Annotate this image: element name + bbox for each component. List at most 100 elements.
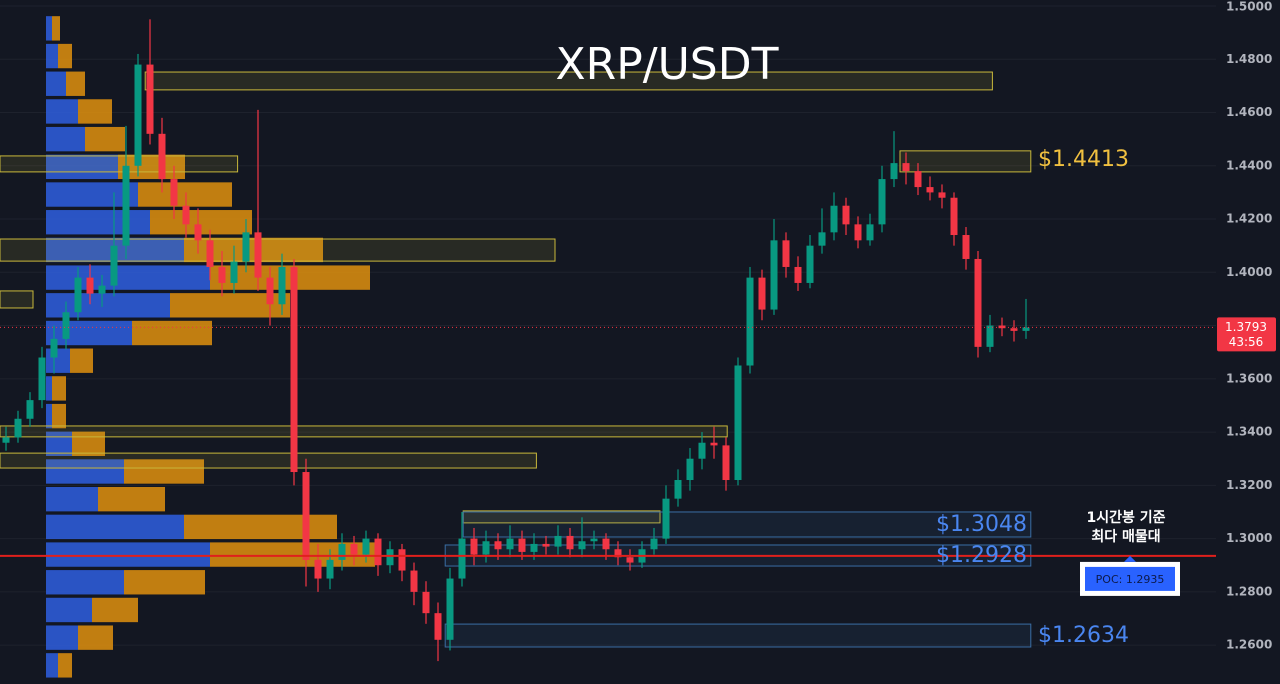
y-tick-label: 1.4600 [1226, 105, 1272, 119]
profile-buy [46, 126, 85, 152]
candle-body [818, 232, 826, 246]
profile-sell [85, 126, 125, 152]
y-tick-label: 1.3000 [1226, 531, 1272, 545]
profile-buy [46, 376, 52, 401]
profile-sell [210, 542, 375, 567]
zone [0, 238, 556, 262]
candle-body [758, 277, 766, 310]
candle-body [806, 245, 814, 283]
profile-sell [70, 348, 93, 373]
poc-box [1085, 566, 1175, 591]
candle-body [266, 277, 274, 305]
candle-body [398, 549, 406, 571]
y-tick-label: 1.2800 [1226, 584, 1272, 598]
candle-body [854, 224, 862, 241]
y-tick-label: 1.4400 [1226, 158, 1272, 172]
candle-body [434, 613, 442, 640]
profile-buy [46, 71, 66, 96]
zone [0, 452, 537, 469]
candle-body [278, 266, 286, 305]
candle-body [926, 187, 934, 193]
candle-body [890, 163, 898, 180]
profile-buy [46, 348, 70, 373]
candle-body [746, 277, 754, 366]
profile-buy [46, 16, 52, 41]
y-tick-label: 1.3400 [1226, 425, 1272, 439]
candle-body [98, 285, 106, 294]
profile-buy [46, 210, 150, 235]
candle-body [458, 538, 466, 579]
candle-body [38, 357, 46, 401]
poc-pointer [1124, 555, 1136, 562]
profile-sell [124, 459, 204, 484]
profile-buy [46, 403, 52, 429]
candle-body [338, 543, 346, 560]
y-tick-label: 1.3200 [1226, 478, 1272, 492]
profile-sell [58, 43, 72, 69]
candle-body [86, 277, 94, 294]
profile-sell [66, 71, 85, 96]
candle-body [446, 578, 454, 640]
profile-sell [184, 514, 337, 540]
candle-body [590, 538, 598, 542]
candle-body [542, 543, 550, 547]
candle-body [62, 312, 70, 339]
profile-buy [46, 570, 124, 595]
profile-sell [98, 486, 165, 512]
profile-buy [46, 320, 132, 346]
candle-body [254, 232, 262, 278]
zone [444, 623, 1032, 648]
candle-body [146, 64, 154, 134]
candle-body [986, 325, 994, 347]
profile-sell [124, 570, 205, 595]
candle-body [734, 365, 742, 481]
candle-body [602, 538, 610, 550]
zone [0, 425, 728, 438]
profile-sell [58, 653, 72, 678]
y-tick-label: 1.5000 [1226, 0, 1272, 14]
y-tick-label: 1.4200 [1226, 212, 1272, 226]
candle-body [794, 266, 802, 283]
candle-body [962, 235, 970, 259]
profile-sell [52, 16, 60, 41]
price-label: $1.2928 [936, 543, 1027, 568]
profile-buy [46, 265, 210, 290]
candle-body [2, 437, 10, 443]
zone [899, 150, 1032, 173]
current-price: 1.3793 [1225, 320, 1267, 334]
zone [0, 290, 34, 309]
candle-body [662, 498, 670, 539]
profile-buy [46, 486, 98, 512]
zone [144, 71, 993, 91]
candle-body [650, 538, 658, 550]
candle-body [782, 240, 790, 267]
candle-body [902, 163, 910, 172]
price-label: $1.3048 [936, 512, 1027, 537]
candle-body [182, 205, 190, 225]
candle-body [1010, 328, 1018, 331]
profile-buy [46, 99, 78, 124]
candle-body [158, 133, 166, 180]
candle-body [1022, 327, 1030, 331]
candle-body [578, 541, 586, 550]
candle-body [470, 538, 478, 555]
candle-body [374, 538, 382, 566]
candle-body [938, 192, 946, 198]
profile-sell [92, 597, 138, 623]
candle-body [494, 541, 502, 550]
profile-buy [46, 514, 184, 540]
candle-body [170, 179, 178, 206]
candle-body [830, 205, 838, 233]
candle-body [386, 549, 394, 566]
candle-body [74, 277, 82, 313]
zone [0, 155, 239, 173]
y-tick-label: 1.4000 [1226, 265, 1272, 279]
profile-buy [46, 625, 78, 650]
y-tick-label: 1.3600 [1226, 371, 1272, 385]
candle-body [950, 197, 958, 236]
profile-buy [46, 542, 210, 567]
profile-sell [72, 431, 105, 456]
candle-body [110, 245, 118, 286]
